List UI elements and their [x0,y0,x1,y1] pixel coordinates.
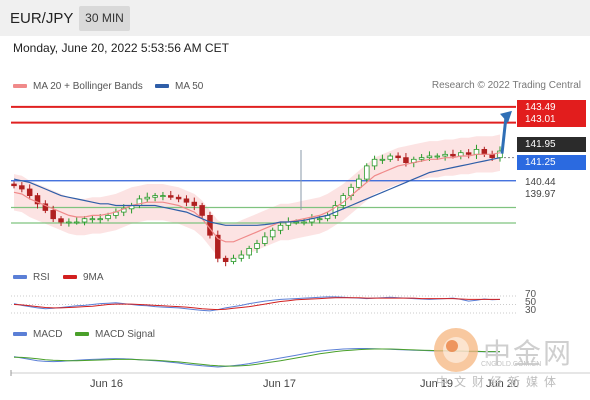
legend-macd-signal: MACD Signal [75,329,155,340]
candle-body [144,196,151,200]
timeframe-button[interactable]: 30 MIN [79,6,130,31]
candle-body [105,214,111,220]
legend-swatch-macd-signal [75,332,89,337]
last-price-tag: 141.95 [517,137,586,152]
resistance-2-tag: 143.49 [517,100,586,115]
support-2-label: 139.97 [525,189,556,200]
candle-body [238,254,245,259]
candle-body [246,247,252,256]
legend-label-ma50: MA 50 [175,81,204,92]
candle-body [465,152,472,155]
candle-body [371,158,378,167]
candle-body [50,210,56,220]
candle-body [34,195,41,205]
candle-body [481,148,488,155]
candle-body [293,221,299,224]
candle-body [316,218,323,221]
candle-body [262,236,268,244]
candle-body [356,178,362,188]
candle-body [269,229,276,238]
x-axis-label-jun16: Jun 16 [90,378,124,390]
candle-body [58,218,64,223]
legend-swatch-rsi [13,275,27,280]
legend-label-macd: MACD [33,329,63,340]
candle-body [81,218,88,223]
candle-body [395,155,401,159]
bollinger-band [14,134,500,260]
candle-body [426,155,433,159]
datetime-label: Monday, June 20, 2022 5:53:56 AM CET [13,41,229,55]
legend-swatch-macd [13,332,27,337]
candle-body [418,157,425,160]
legend-label-rsi-ma: 9MA [83,272,104,283]
legend-swatch-ma-bb [13,84,27,89]
ma20-line [13,152,501,243]
candle-body [191,201,198,206]
candle-body [403,157,409,163]
pivot-tag: 141.25 [517,155,586,170]
candle-body [222,257,229,262]
candle-body [66,221,72,224]
x-axis-label-jun20: Jun 20 [486,378,520,390]
watermark-text: 中金网 [483,338,574,369]
candle-body [379,158,386,161]
candle-body [19,185,25,190]
resistance-1-tag: 143.01 [517,112,586,127]
candle-body [442,153,448,157]
x-axis-label-jun19: Jun 19 [420,378,454,390]
watermark-tagline: 中文财经新媒体 [436,375,563,389]
research-credit: Research © 2022 Trading Central [431,80,581,91]
candle-body [183,198,190,203]
watermark-subtitle: CNGOLD.COM.CN [481,361,542,368]
legend-rsi: RSI [13,272,50,283]
candle-body [89,218,96,221]
candle-body [168,195,174,198]
candle-body [11,183,17,187]
symbol-title: EUR/JPY [10,10,74,27]
rsi-ma-line [13,297,500,311]
candle-body [175,196,182,200]
candle-body [387,155,394,160]
candle-body [254,243,260,249]
candle-body [473,148,480,155]
legend-label-ma-bb: MA 20 + Bollinger Bands [33,81,143,92]
legend-swatch-ma50 [155,84,169,89]
ma50-line [13,157,501,226]
legend-ma-bollinger: MA 20 + Bollinger Bands [13,81,143,92]
legend-ma50: MA 50 [155,81,203,92]
projection-arrow-head [500,110,512,123]
rsi-level-50: 50 [525,297,537,308]
candle-body [434,155,441,158]
macd-signal-line [13,348,500,367]
rsi-level-70: 70 [525,289,537,300]
x-axis-label-jun17: Jun 17 [263,378,297,390]
candle-body [26,188,33,196]
candle-body [160,195,166,198]
legend-label-macd-signal: MACD Signal [95,329,156,340]
candle-body [42,203,49,211]
candle-body [301,221,307,224]
candle-body [332,205,339,216]
candle-body [497,150,503,159]
legend-rsi-ma: 9MA [63,272,104,283]
candle-body [230,257,237,262]
rsi-level-30: 30 [525,305,537,316]
candle-body [277,224,284,231]
candle-body [450,153,456,157]
legend-macd: MACD [13,329,62,340]
candle-body [97,218,103,221]
legend-label-rsi: RSI [33,272,50,283]
candle-body [199,205,205,216]
candle-body [207,214,213,236]
candle-body [152,195,158,198]
candle-body [73,221,80,224]
legend-swatch-rsi-ma [63,275,77,280]
support-1-label: 140.44 [525,177,556,188]
projection-arrow [500,116,508,154]
candle-body [215,234,221,259]
candle-body [363,165,370,180]
